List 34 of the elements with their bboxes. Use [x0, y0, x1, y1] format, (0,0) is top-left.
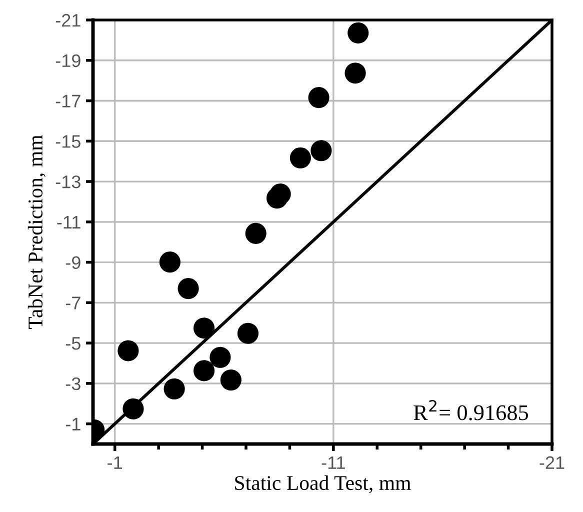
x-tick-label: -1 [108, 456, 122, 469]
y-tick-label: -7 [66, 296, 80, 310]
y-tick-label: -5 [66, 337, 80, 350]
point [159, 252, 180, 273]
y-tick-label: -17 [56, 94, 80, 108]
point [194, 318, 215, 339]
y-tick-label: -3 [66, 377, 80, 390]
point [245, 222, 266, 244]
point [270, 184, 291, 205]
point [194, 360, 215, 382]
point [310, 140, 332, 162]
y-tick-label: -21 [56, 14, 80, 27]
point [122, 398, 144, 420]
point [344, 62, 366, 84]
point [118, 340, 139, 362]
y-tick-label: -13 [56, 175, 80, 188]
point [178, 278, 199, 300]
x-tick-label: -11 [322, 456, 345, 469]
point [348, 22, 369, 44]
point [220, 369, 242, 391]
y-tick-label: -11 [57, 216, 80, 228]
point [237, 322, 258, 344]
y-tick-label: -9 [66, 256, 80, 270]
point [290, 147, 311, 168]
y-tick-label: -1 [66, 418, 80, 430]
y-tick-label: -19 [56, 54, 80, 68]
point [308, 87, 330, 108]
y-axis-title: TabNet Prediction, mm [28, 134, 46, 329]
point [164, 378, 185, 400]
point [210, 346, 231, 368]
annotation: R$^{2}$= 0.91685 [414, 400, 528, 420]
x-tick-label: -21 [540, 456, 564, 469]
x-axis-title: Static Load Test, mm [235, 475, 411, 494]
y-tick-label: -15 [56, 135, 80, 148]
